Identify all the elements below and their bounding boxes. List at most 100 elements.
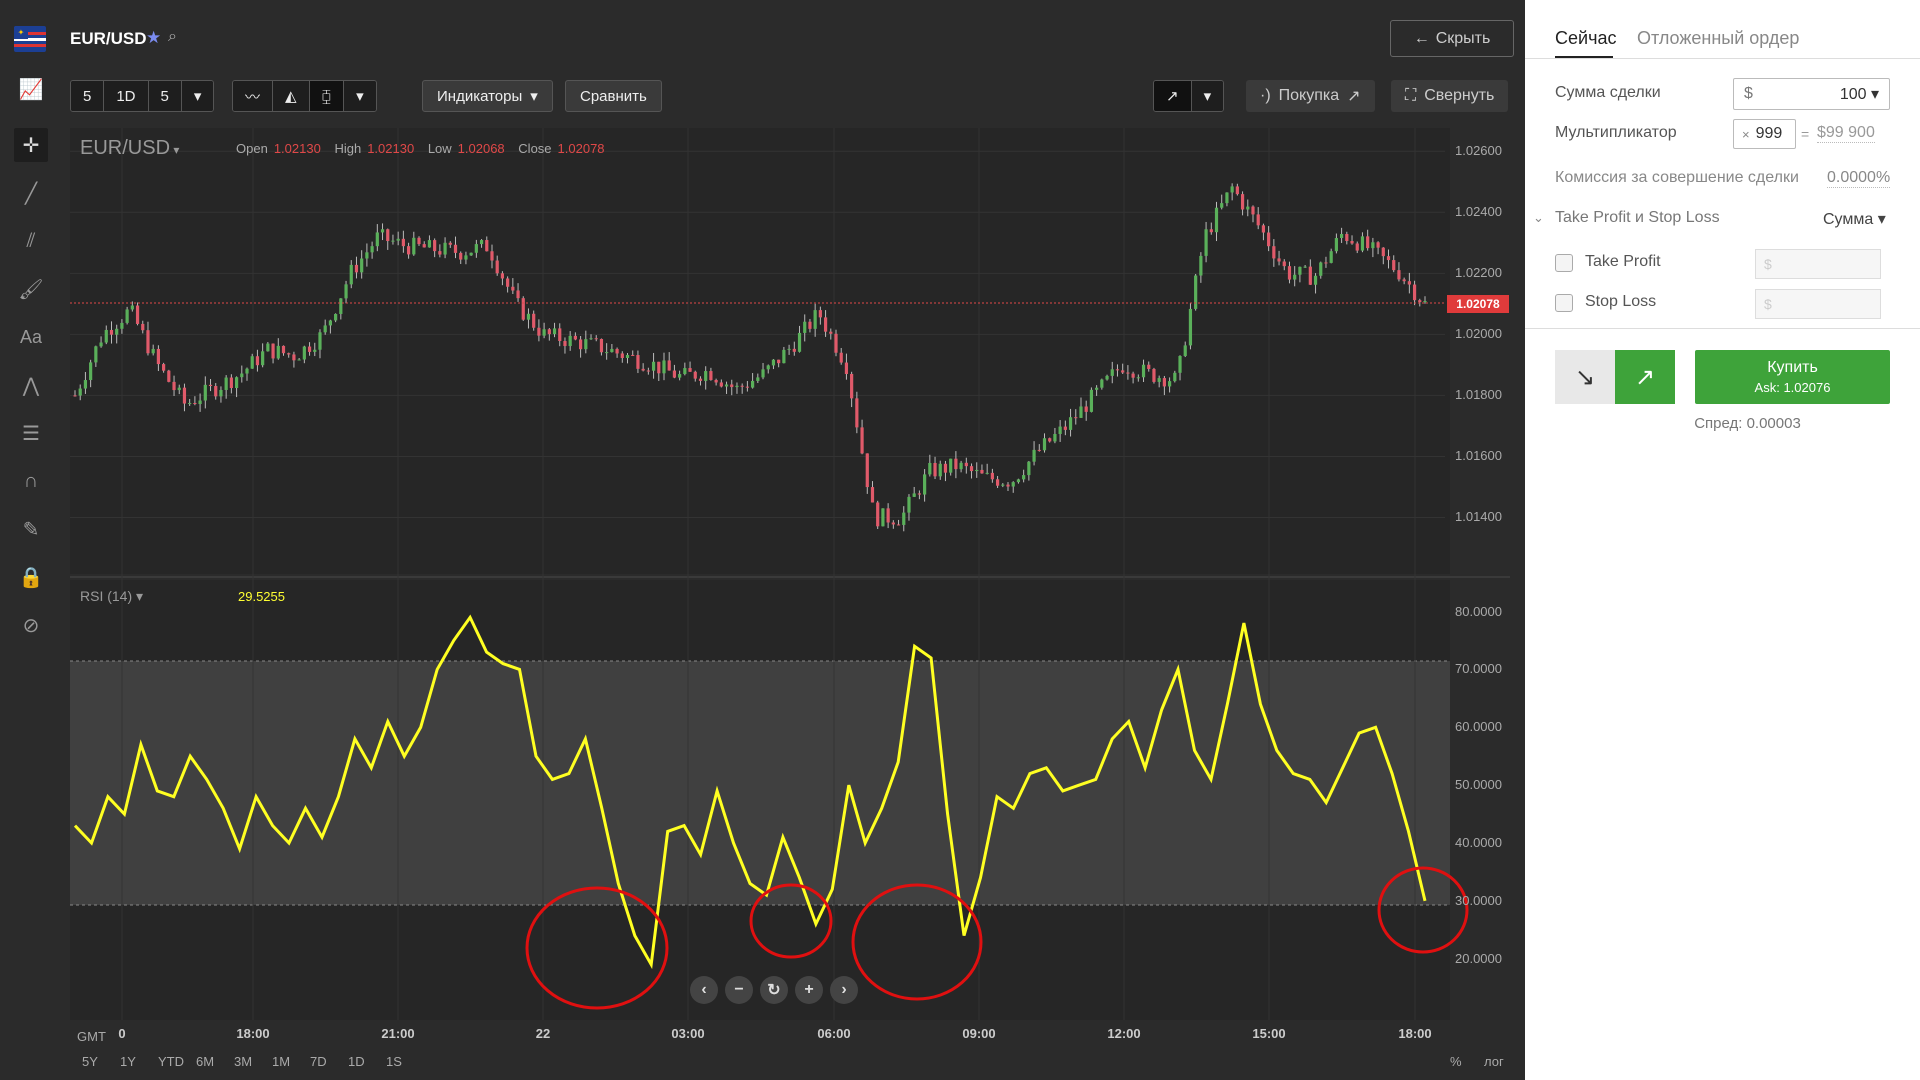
candle-body (641, 368, 645, 371)
rsi-indicator-label[interactable]: RSI (14) ▾ (80, 588, 144, 604)
candle-body (1157, 378, 1161, 382)
brush-icon[interactable]: 🖌 (18, 278, 44, 301)
candle-body (1256, 214, 1260, 226)
multiplier-input[interactable]: × 999 (1733, 119, 1796, 149)
price-tick-label: 1.02600 (1455, 143, 1502, 159)
range-button[interactable]: 1S (386, 1054, 402, 1069)
zoom-in-icon[interactable]: + (795, 976, 823, 1004)
purchase-button[interactable]: ·) Покупка ↗ (1246, 80, 1375, 112)
indicators-button[interactable]: Индикаторы ▾ (422, 80, 553, 112)
amount-input[interactable]: $ 100 ▾ (1733, 78, 1890, 110)
buy-direction-button[interactable]: ↗ (1615, 350, 1675, 404)
candle-body (391, 240, 395, 242)
zoom-out-icon[interactable]: − (725, 976, 753, 1004)
stop-loss-checkbox[interactable] (1555, 294, 1573, 312)
favorite-star-icon[interactable]: ★ (146, 28, 162, 47)
trend-line-icon[interactable]: ╱ (24, 182, 38, 205)
candle-body (834, 333, 838, 353)
candle-body (552, 328, 557, 335)
rsi-band (70, 661, 1450, 905)
stop-loss-input[interactable]: $ (1755, 289, 1881, 319)
candle-body (198, 400, 202, 405)
scroll-left-icon[interactable]: ‹ (690, 976, 718, 1004)
area-chart-icon[interactable]: ◭ (273, 81, 310, 111)
eraser-icon[interactable]: ✎ (22, 518, 40, 541)
reset-icon[interactable]: ↻ (760, 976, 788, 1004)
rsi-tick-label: 50.0000 (1455, 777, 1502, 793)
candle-body (818, 310, 822, 318)
chevron-down-icon[interactable]: ⌄ (1533, 210, 1544, 225)
pattern-icon[interactable]: ⋀ (22, 374, 40, 397)
candle-body (625, 354, 630, 358)
candle-minutes[interactable]: 5 (148, 81, 182, 111)
log-scale-button[interactable]: лог (1484, 1054, 1504, 1069)
sell-direction-button[interactable]: ↘ (1555, 350, 1615, 404)
candle-body (777, 359, 781, 364)
range-button[interactable]: 1M (272, 1054, 291, 1069)
range-button[interactable]: 5Y (82, 1054, 98, 1069)
arrow-up-right-icon[interactable]: ↗ (1154, 81, 1192, 111)
candle-body (1298, 266, 1302, 275)
measure-icon[interactable]: ☰ (22, 422, 40, 445)
tpsl-label[interactable]: Take Profit и Stop Loss (1555, 209, 1720, 226)
candle-body (761, 369, 765, 378)
chevron-down-icon[interactable]: ▾ (1191, 81, 1224, 111)
candle-body (479, 240, 484, 245)
range-button[interactable]: 6M (196, 1054, 215, 1069)
range-button[interactable]: 1Y (120, 1054, 136, 1069)
chevron-down-icon[interactable]: ▾ (344, 81, 376, 111)
candle-body (1173, 372, 1177, 382)
candle-body (537, 327, 541, 336)
magnet-icon[interactable]: ∩ (23, 469, 39, 492)
text-icon[interactable]: Aa (19, 326, 43, 347)
crosshair-icon[interactable]: ✛ (14, 128, 48, 162)
time-tick-label: 12:00 (1107, 1026, 1141, 1041)
candle-body (500, 273, 505, 279)
chart-symbol[interactable]: EUR/USD ▾ (80, 137, 180, 159)
rsi-tick-label: 40.0000 (1455, 835, 1502, 850)
candle-body (594, 338, 598, 340)
tab-now[interactable]: Сейчас (1555, 28, 1617, 48)
candle-body (1287, 266, 1292, 280)
candle-body (771, 359, 776, 366)
fork-icon[interactable]: ⫽ (26, 229, 36, 252)
spread-label: Спред: 0.00003 (1694, 415, 1801, 432)
tab-pending-order[interactable]: Отложенный ордер (1637, 28, 1800, 48)
collapse-button[interactable]: ⛶ Свернуть (1391, 80, 1509, 112)
candle-body (693, 371, 697, 379)
range-button[interactable]: 7D (310, 1054, 327, 1069)
period-button[interactable]: 1D (104, 81, 149, 111)
chart-canvas[interactable] (0, 0, 1525, 1080)
range-button[interactable]: 1D (348, 1054, 365, 1069)
take-profit-checkbox[interactable] (1555, 254, 1573, 272)
hide-button[interactable]: ← Скрыть (1390, 20, 1514, 57)
candle-body (610, 348, 614, 353)
candle-body (214, 386, 218, 397)
price-tick-label: 1.01400 (1455, 509, 1502, 525)
lock-icon[interactable]: 🔒 (18, 566, 44, 589)
chevron-down-icon[interactable]: ▾ (181, 81, 214, 111)
hide-drawings-icon[interactable]: ⊘ (22, 614, 40, 637)
interval-value[interactable]: 5 (71, 81, 105, 111)
candle-body (933, 462, 937, 477)
range-button[interactable]: YTD (158, 1054, 184, 1069)
percent-scale-button[interactable]: % (1450, 1054, 1462, 1069)
range-button[interactable]: 3M (234, 1054, 253, 1069)
candle-body (704, 371, 708, 381)
line-chart-icon[interactable]: 〰 (233, 81, 274, 111)
candle-body (724, 384, 729, 387)
pair-title[interactable]: EUR/USD (70, 29, 147, 48)
scroll-right-icon[interactable]: › (830, 976, 858, 1004)
compare-button[interactable]: Сравнить (565, 80, 662, 112)
candlestick-icon[interactable]: ⧮ (309, 81, 345, 111)
tpsl-mode-select[interactable]: Сумма ▾ (1823, 211, 1886, 228)
search-icon[interactable]: ⌕ (168, 28, 177, 45)
take-profit-input[interactable]: $ (1755, 249, 1881, 279)
order-panel: Сейчас Отложенный ордер Сумма сделки $ 1… (1525, 0, 1920, 1080)
candle-body (1183, 345, 1187, 356)
time-tick-label: 15:00 (1252, 1026, 1286, 1041)
candle-body (1011, 482, 1015, 487)
chart-icon[interactable]: 📈 (18, 78, 44, 101)
buy-button[interactable]: Купить Ask: 1.02076 (1695, 350, 1890, 404)
candle-body (370, 246, 374, 253)
